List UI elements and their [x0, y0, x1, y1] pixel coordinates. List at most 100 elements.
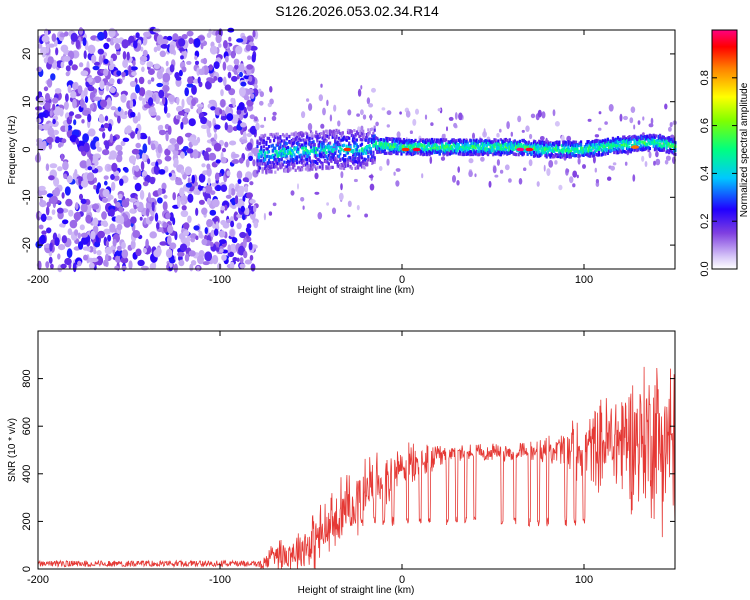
- heatmap-cell: [297, 147, 300, 151]
- heatmap-cell: [484, 139, 487, 143]
- heatmap-cell: [353, 160, 356, 164]
- heatmap-cell: [265, 155, 268, 159]
- heatmap-cell: [586, 153, 589, 157]
- heatmap-cell: [360, 131, 364, 135]
- heatmap-cell: [139, 189, 145, 200]
- heatmap-cell: [320, 143, 323, 147]
- heatmap-cell: [400, 152, 403, 156]
- heatmap-cell: [267, 170, 271, 174]
- heatmap-cell: [623, 115, 628, 121]
- heatmap-cell: [249, 125, 257, 135]
- heatmap-cell: [97, 31, 105, 41]
- heatmap-cell: [513, 152, 516, 156]
- heatmap-cell: [141, 152, 147, 162]
- heatmap-cell: [410, 139, 413, 143]
- heatmap-cell: [391, 147, 394, 151]
- heatmap-cell: [419, 143, 422, 147]
- heatmap-cell: [399, 144, 402, 149]
- heatmap-cell: [399, 137, 402, 141]
- heatmap-cell: [624, 150, 627, 154]
- heatmap-cell: [334, 156, 337, 160]
- heatmap-cell: [572, 148, 575, 152]
- heatmap-cell: [554, 147, 557, 152]
- heatmap-cell: [239, 63, 245, 73]
- colorbar: 0.00.20.40.60.8 Normalized spectral ampl…: [699, 29, 750, 277]
- heatmap-cell: [287, 150, 290, 154]
- heatmap-cell: [320, 123, 325, 129]
- heatmap-cell: [639, 147, 643, 152]
- heatmap-cell: [380, 148, 383, 152]
- heatmap-cell: [400, 142, 403, 146]
- heatmap-cell: [636, 147, 639, 151]
- heatmap-cell: [161, 182, 167, 191]
- heatmap-cell: [643, 135, 646, 139]
- heatmap-cell: [211, 254, 219, 265]
- heatmap-cell: [63, 101, 69, 110]
- heatmap-cell: [122, 59, 128, 68]
- heatmap-cell: [481, 147, 485, 151]
- heatmap-cell: [261, 134, 264, 138]
- heatmap-cell: [456, 180, 460, 186]
- heatmap-cell: [481, 142, 485, 146]
- heatmap-cell: [208, 64, 213, 71]
- heatmap-cell: [63, 173, 68, 179]
- heatmap-cell: [66, 248, 73, 259]
- heatmap-cell: [276, 132, 279, 136]
- heatmap-cell: [496, 159, 500, 166]
- heatmap-cell: [173, 263, 178, 273]
- heatmap-cell: [390, 147, 393, 151]
- heatmap-cell: [60, 61, 65, 69]
- heatmap-cell: [340, 134, 343, 138]
- heatmap-cell: [143, 31, 151, 37]
- heatmap-cell: [651, 136, 654, 140]
- heatmap-cell: [664, 139, 667, 143]
- heatmap-cell: [117, 150, 123, 157]
- heatmap-cell: [92, 217, 99, 227]
- heatmap-cell: [538, 139, 541, 143]
- heatmap-cell: [673, 146, 676, 150]
- heatmap-cell: [180, 151, 185, 159]
- heatmap-cell: [274, 135, 277, 139]
- heatmap-cell: [366, 159, 369, 164]
- heatmap-cell: [331, 131, 334, 135]
- heatmap-cell: [317, 212, 323, 220]
- heatmap-cell: [499, 128, 502, 133]
- heatmap-cell: [175, 76, 182, 81]
- heatmap-cell: [418, 140, 421, 144]
- heatmap-cell: [313, 143, 316, 147]
- heatmap-cell: [139, 55, 148, 62]
- heatmap-cell: [590, 143, 593, 147]
- heatmap-cell: [614, 146, 617, 150]
- heatmap-cell: [239, 71, 243, 78]
- heatmap-cell: [669, 144, 672, 148]
- heatmap-cell: [512, 146, 515, 150]
- heatmap-cell: [625, 146, 629, 150]
- heatmap-cell: [168, 172, 172, 177]
- heatmap-cell: [436, 138, 439, 142]
- heatmap-cell: [642, 137, 645, 141]
- heatmap-cell: [115, 249, 124, 257]
- heatmap-cell: [269, 133, 272, 137]
- heatmap-cell: [582, 153, 585, 157]
- spectrogram-ylabel: Frequency (Hz): [7, 116, 18, 185]
- heatmap-cell: [478, 150, 481, 154]
- heatmap-cell: [557, 143, 560, 147]
- heatmap-cell: [416, 143, 420, 147]
- heatmap-cell: [451, 151, 454, 155]
- heatmap-cell: [301, 146, 304, 150]
- heatmap-cell: [295, 161, 299, 165]
- heatmap-cell: [105, 240, 109, 247]
- heatmap-cell: [581, 147, 584, 151]
- heatmap-cell: [243, 106, 247, 114]
- heatmap-cell: [625, 140, 629, 144]
- heatmap-cell: [587, 146, 590, 150]
- heatmap-cell: [67, 84, 72, 94]
- heatmap-cell: [83, 254, 88, 261]
- heatmap-cell: [457, 144, 460, 148]
- heatmap-cell: [236, 222, 242, 230]
- heatmap-cell: [390, 137, 393, 141]
- heatmap-cell: [402, 150, 406, 154]
- heatmap-cell: [236, 38, 244, 43]
- heatmap-cell: [329, 132, 332, 137]
- heatmap-cell: [498, 150, 501, 154]
